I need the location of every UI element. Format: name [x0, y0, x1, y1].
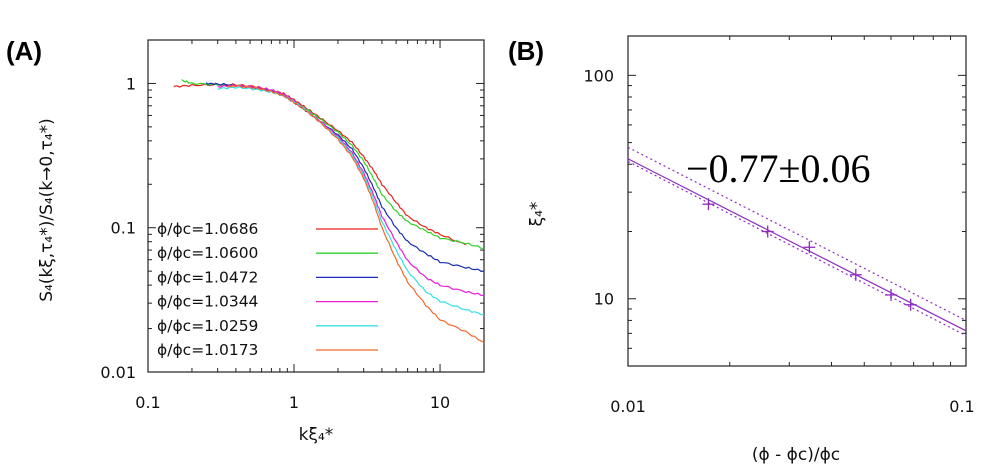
panel-a-label: (A) — [6, 36, 42, 66]
data-point — [761, 225, 774, 238]
fit-line — [627, 158, 967, 332]
y-tick-label: 0.1 — [111, 219, 136, 238]
panel-a-ylabel: S₄(kξ,τ₄*)/S₄(k→0,τ₄*) — [37, 118, 57, 302]
panel-b-label: (B) — [508, 36, 544, 66]
data-point — [803, 241, 816, 254]
panel-a-series — [173, 79, 485, 344]
panel-a-frame — [147, 39, 485, 373]
data-point — [849, 268, 862, 281]
fit-upper-bound — [627, 146, 967, 322]
panel-b-ylabel: ξ₄* — [527, 202, 547, 227]
legend-label-1: ϕ/ϕc=1.0686 — [157, 220, 258, 238]
fit-lower-bound — [627, 160, 967, 337]
x-tick-label: 0.01 — [610, 397, 646, 416]
panel-b-xlabel: (ϕ - ϕc)/ϕc — [752, 445, 840, 465]
x-tick-label: 0.1 — [949, 397, 974, 416]
panel-b-points — [702, 198, 917, 311]
y-tick-label: 100 — [583, 66, 614, 85]
panel-a-ticks: 0.1 1 10 0.01 0.1 1 — [100, 40, 484, 412]
x-tick-label: 0.1 — [135, 393, 160, 412]
series-line-6 — [226, 84, 485, 344]
panel-b-fit — [627, 146, 967, 337]
series-line-4 — [217, 84, 485, 297]
series-line-3 — [205, 82, 485, 272]
data-point — [904, 298, 917, 311]
legend-label-6: ϕ/ϕc=1.0173 — [157, 341, 258, 359]
fit-exponent-annotation: −0.77±0.06 — [686, 146, 871, 191]
panel-a-legend: ϕ/ϕc=1.0686 ϕ/ϕc=1.0600 ϕ/ϕc=1.0472 ϕ/ϕc=1.… — [157, 220, 378, 359]
legend-label-2: ϕ/ϕc=1.0600 — [157, 244, 258, 262]
x-tick-label: 10 — [430, 393, 450, 412]
y-tick-label: 1 — [126, 74, 136, 93]
panel-b-ticks: 0.01 0.1 10 100 — [583, 36, 975, 416]
legend-label-3: ϕ/ϕc=1.0472 — [157, 268, 258, 286]
panel-b-frame — [627, 35, 967, 367]
y-tick-label: 0.01 — [100, 363, 136, 382]
data-point — [702, 198, 715, 211]
legend-label-5: ϕ/ϕc=1.0259 — [157, 317, 258, 335]
legend-label-4: ϕ/ϕc=1.0344 — [157, 293, 258, 311]
panel-a-xlabel: kξ₄* — [299, 425, 334, 445]
y-tick-label: 10 — [594, 290, 614, 309]
data-point — [885, 288, 898, 301]
x-tick-label: 1 — [289, 393, 299, 412]
